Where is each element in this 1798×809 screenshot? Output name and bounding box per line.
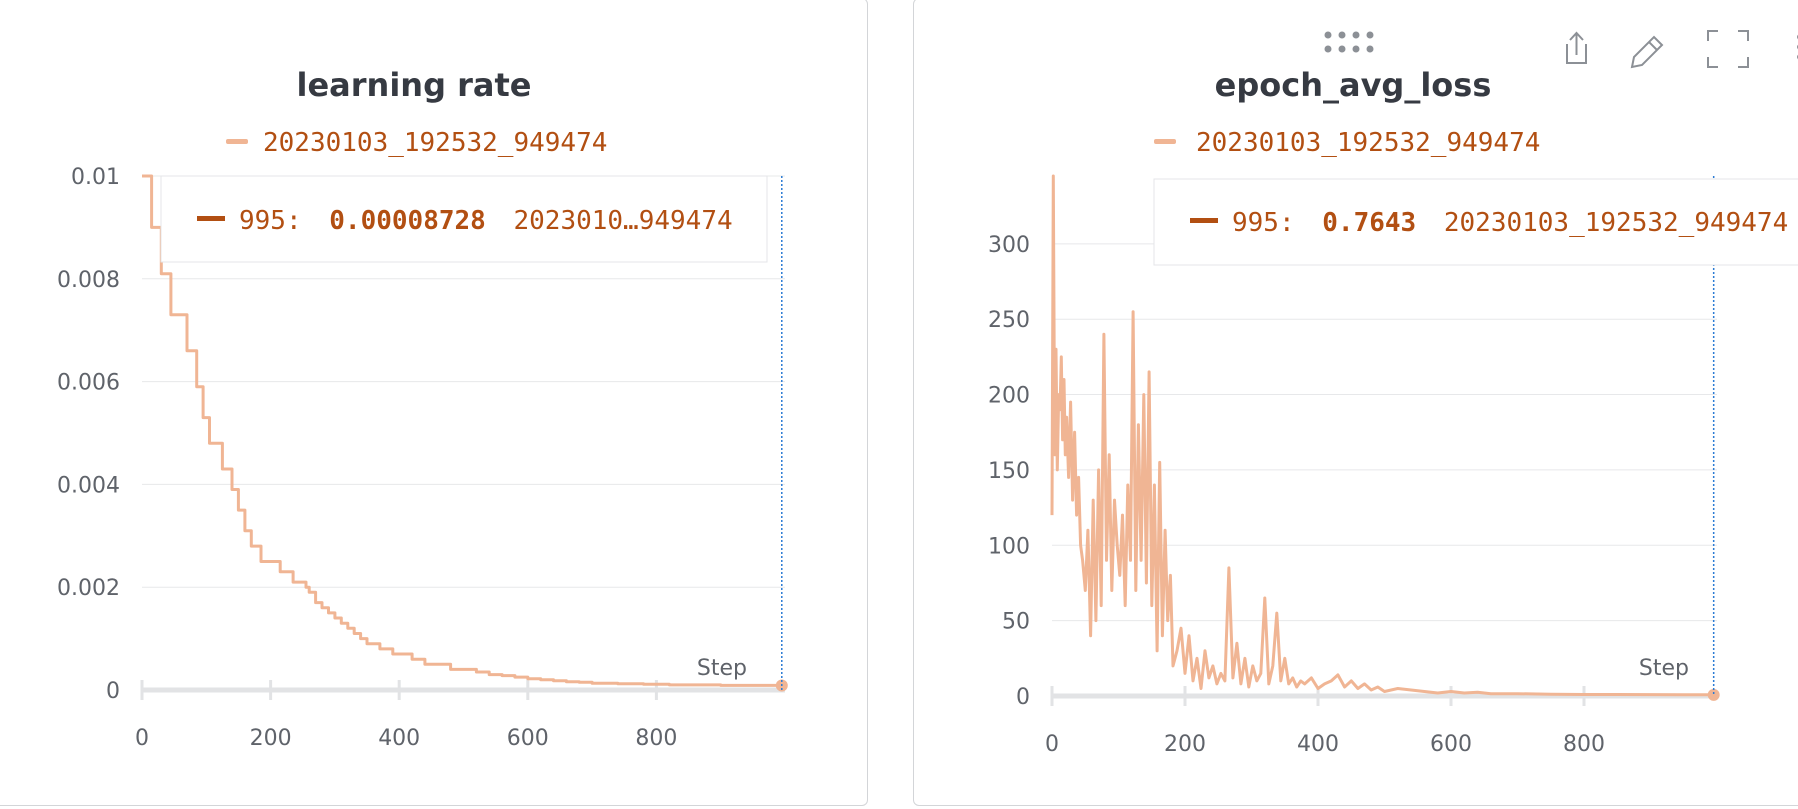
y-tick-label: 0	[1016, 685, 1030, 710]
fullscreen-icon[interactable]	[1707, 30, 1749, 68]
share-icon[interactable]	[1566, 31, 1587, 64]
series-lines	[1050, 174, 1720, 701]
x-axis-label: Step	[697, 656, 747, 681]
y-tick-label: 150	[988, 459, 1030, 484]
x-axis-ticks: 0 200 400 600 800	[1045, 686, 1717, 757]
tooltip-value: 0.7643	[1322, 208, 1416, 238]
x-tick-label: 800	[1563, 732, 1605, 757]
legend-label[interactable]: 20230103_192532_949474	[1196, 128, 1540, 158]
y-axis-ticks: 0 0.002 0.004 0.006 0.008 0.01	[57, 165, 120, 704]
tooltip-run: 20230103_192532_949474	[1444, 208, 1788, 238]
y-tick-label: 200	[988, 384, 1030, 409]
x-tick-label: 800	[635, 726, 677, 751]
svg-text:995: 0.7643 20: 995: 0.7643 20230103_192532_949474	[1232, 208, 1788, 238]
svg-text:995: 0.00008728: 995: 0.00008728 2023010…949474	[239, 206, 733, 236]
y-tick-label: 0.01	[71, 165, 120, 190]
tooltip-step: 995:	[1232, 208, 1295, 238]
x-tick-label: 400	[1297, 732, 1339, 757]
hover-point	[1707, 688, 1720, 701]
legend-swatch	[226, 139, 248, 144]
x-tick-label: 400	[378, 726, 420, 751]
x-tick-label: 0	[135, 726, 149, 751]
y-tick-label: 100	[988, 534, 1030, 559]
tooltip-step: 995:	[239, 206, 302, 236]
drag-handle-icon[interactable]	[1324, 31, 1374, 53]
chart-title: epoch_avg_loss	[1215, 66, 1492, 104]
tooltip-swatch	[1190, 218, 1218, 223]
x-tick-label: 0	[1045, 732, 1059, 757]
hover-tooltip: 995: 0.00008728 2023010…949474	[160, 175, 768, 263]
y-tick-label: 300	[988, 233, 1030, 258]
chart-panel-epoch-avg-loss: epoch_avg_loss 20230103_192532_949474 0 5…	[913, 0, 1798, 806]
series-line	[142, 174, 784, 687]
x-axis-label: Step	[1639, 656, 1689, 681]
chart-svg-epoch-avg-loss: epoch_avg_loss 20230103_192532_949474 0 5…	[988, 30, 1798, 757]
chart-panel-learning-rate: learning rate 20230103_192532_949474 0 0.…	[0, 0, 868, 806]
y-tick-label: 50	[1002, 610, 1030, 635]
x-tick-label: 600	[1430, 732, 1472, 757]
y-tick-label: 0.004	[57, 473, 120, 498]
tooltip-swatch	[197, 216, 225, 221]
x-tick-label: 200	[1164, 732, 1206, 757]
y-tick-label: 0.008	[57, 268, 120, 293]
legend-swatch	[1154, 139, 1176, 144]
chart-title: learning rate	[297, 66, 532, 104]
x-tick-label: 600	[507, 726, 549, 751]
series-line	[1050, 174, 1714, 697]
hover-tooltip: 995: 0.7643 20230103_192532_949474	[1153, 178, 1798, 266]
edit-icon[interactable]	[1630, 35, 1664, 69]
y-tick-label: 250	[988, 308, 1030, 333]
tooltip-run: 2023010…949474	[513, 206, 732, 236]
y-axis-ticks: 0 50 100 150 200 250 300	[988, 233, 1030, 710]
y-tick-label: 0	[106, 679, 120, 704]
legend-label[interactable]: 20230103_192532_949474	[263, 128, 607, 158]
x-axis-ticks: 0 200 400 600 800	[135, 680, 785, 751]
x-tick-label: 200	[250, 726, 292, 751]
y-tick-label: 0.002	[57, 576, 120, 601]
tooltip-value: 0.00008728	[329, 206, 486, 236]
y-tick-label: 0.006	[57, 371, 120, 396]
chart-svg-learning-rate: learning rate 20230103_192532_949474 0 0.…	[57, 66, 788, 751]
